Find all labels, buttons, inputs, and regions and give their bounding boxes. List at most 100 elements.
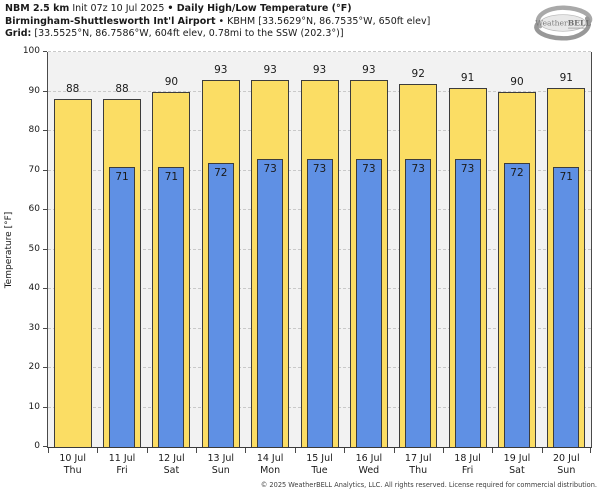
low-value-label: 72 — [214, 166, 228, 179]
x-axis-label: 18 Jul Fri — [438, 453, 498, 477]
low-bar — [355, 158, 382, 447]
x-axis-label: 13 Jul Sun — [191, 453, 251, 477]
x-axis-label: 11 Jul Fri — [92, 453, 152, 477]
high-value-label: 91 — [460, 71, 475, 84]
x-label-date: 16 Jul — [355, 453, 383, 464]
y-tick-label-60: 60 — [28, 204, 40, 214]
y-tick-mark — [43, 288, 47, 289]
y-tick-mark — [43, 51, 47, 52]
high-value-label: 93 — [214, 63, 228, 76]
high-value-label: 93 — [263, 63, 277, 76]
y-tick-mark — [43, 327, 47, 329]
x-tick-mark — [344, 448, 346, 453]
y-tick-label-20: 20 — [28, 362, 40, 372]
y-tick-mark — [43, 90, 47, 92]
x-label-day: Wed — [358, 465, 380, 476]
low-value-label: 73 — [460, 162, 475, 175]
x-label-date: 15 Jul — [306, 453, 333, 464]
x-tick-mark — [196, 448, 198, 453]
x-tick-mark — [442, 448, 444, 453]
low-bar — [503, 162, 530, 447]
header-line-3: Grid: [33.5525°N, 86.7586°W, 604ft elev,… — [5, 28, 430, 41]
low-value-label: 71 — [115, 170, 129, 183]
low-bar — [207, 162, 234, 447]
low-bar — [158, 166, 185, 447]
x-label-date: 14 Jul — [256, 453, 284, 464]
high-value-label: 93 — [362, 63, 376, 76]
y-tick-label-100: 100 — [22, 46, 40, 56]
low-bar — [454, 158, 481, 447]
x-label-day: Fri — [461, 465, 474, 476]
y-tick-label-90: 90 — [28, 85, 40, 96]
header-line-1: NBM 2.5 km Init 07z 10 Jul 2025 • Daily … — [5, 3, 430, 16]
low-value-label: 73 — [411, 162, 425, 175]
x-label-day: Sun — [557, 465, 576, 476]
x-axis-label: 20 Jul Sun — [536, 453, 596, 477]
x-tick-mark — [97, 448, 99, 453]
y-tick-label-70: 70 — [28, 164, 40, 175]
y-tick-mark — [43, 446, 47, 447]
header-line-2: Birmingham-Shuttlesworth Int'l Airport •… — [5, 16, 430, 29]
x-tick-mark — [541, 448, 543, 453]
low-value-label: 73 — [362, 162, 376, 175]
x-label-date: 13 Jul — [207, 453, 235, 464]
low-value-label: 73 — [263, 162, 277, 175]
y-tick-label-50: 50 — [28, 243, 40, 254]
x-label-day: Thu — [409, 465, 428, 476]
weatherbell-logo-icon: WeatherBELL — [534, 5, 593, 41]
y-tick-mark — [43, 248, 47, 250]
x-tick-mark — [48, 448, 49, 453]
x-axis-label: 15 Jul Tue — [290, 453, 350, 477]
x-label-date: 11 Jul — [108, 453, 136, 464]
low-bar — [257, 158, 284, 447]
low-bar — [109, 166, 136, 447]
x-label-day: Sun — [211, 465, 230, 476]
x-label-day: Fri — [116, 465, 128, 476]
high-value-label: 91 — [559, 71, 573, 84]
x-label-day: Sat — [509, 465, 525, 476]
x-tick-mark — [146, 448, 148, 453]
chart-header: NBM 2.5 km Init 07z 10 Jul 2025 • Daily … — [5, 3, 430, 41]
x-tick-mark — [294, 448, 296, 453]
x-axis-label: 16 Jul Wed — [339, 453, 399, 477]
y-tick-label-80: 80 — [28, 125, 40, 135]
x-axis-label: 12 Jul Sat — [141, 453, 201, 477]
x-tick-mark — [393, 448, 395, 453]
low-value-label: 73 — [312, 162, 327, 175]
y-tick-label-40: 40 — [28, 283, 40, 293]
high-value-label: 90 — [164, 75, 179, 88]
product-name: • Daily High/Low Temperature (°F) — [167, 3, 352, 14]
x-axis-label: 17 Jul Thu — [388, 453, 448, 477]
init-time: Init 07z 10 Jul 2025 — [69, 3, 168, 14]
plot-area: 0 10 20 30 40 50 60 70 80 90 100 88 10 Jul Thu 88 71 11 … — [23, 47, 592, 476]
low-value-label: 71 — [164, 170, 179, 183]
x-tick-mark — [245, 448, 247, 453]
low-value-label: 71 — [559, 170, 573, 183]
x-axis-label: 14 Jul Mon — [240, 453, 300, 477]
station-separator: • — [215, 15, 228, 27]
x-label-day: Sat — [163, 465, 180, 476]
y-tick-mark — [43, 406, 47, 408]
x-axis-label: 19 Jul Sat — [487, 453, 547, 477]
high-value-label: 88 — [115, 83, 129, 96]
x-label-date: 17 Jul — [404, 453, 432, 464]
grid-label: Grid: — [5, 28, 32, 39]
x-label-day: Thu — [63, 465, 82, 476]
low-bar — [306, 158, 333, 447]
station-meta: KBHM [33.5629°N, 86.7535°W, 650ft elev] — [227, 15, 431, 27]
model-name: NBM 2.5 km — [5, 3, 70, 14]
x-tick-mark — [492, 448, 494, 453]
copyright-notice: © 2025 WeatherBELL Analytics, LLC. All r… — [260, 481, 597, 489]
high-value-label: 90 — [510, 75, 524, 88]
svg-text:WeatherBELL: WeatherBELL — [535, 19, 591, 28]
y-tick-mark — [43, 130, 47, 131]
y-tick-label-30: 30 — [28, 322, 40, 333]
high-value-label: 93 — [312, 63, 327, 76]
x-label-date: 20 Jul — [553, 453, 580, 464]
grid-meta: [33.5525°N, 86.7586°W, 604ft elev, 0.78m… — [31, 28, 344, 39]
low-value-label: 72 — [510, 166, 524, 179]
high-bar — [53, 99, 92, 447]
gridline-100 — [48, 51, 591, 52]
y-axis-title-wrap: Temperature [°F] — [2, 52, 16, 448]
